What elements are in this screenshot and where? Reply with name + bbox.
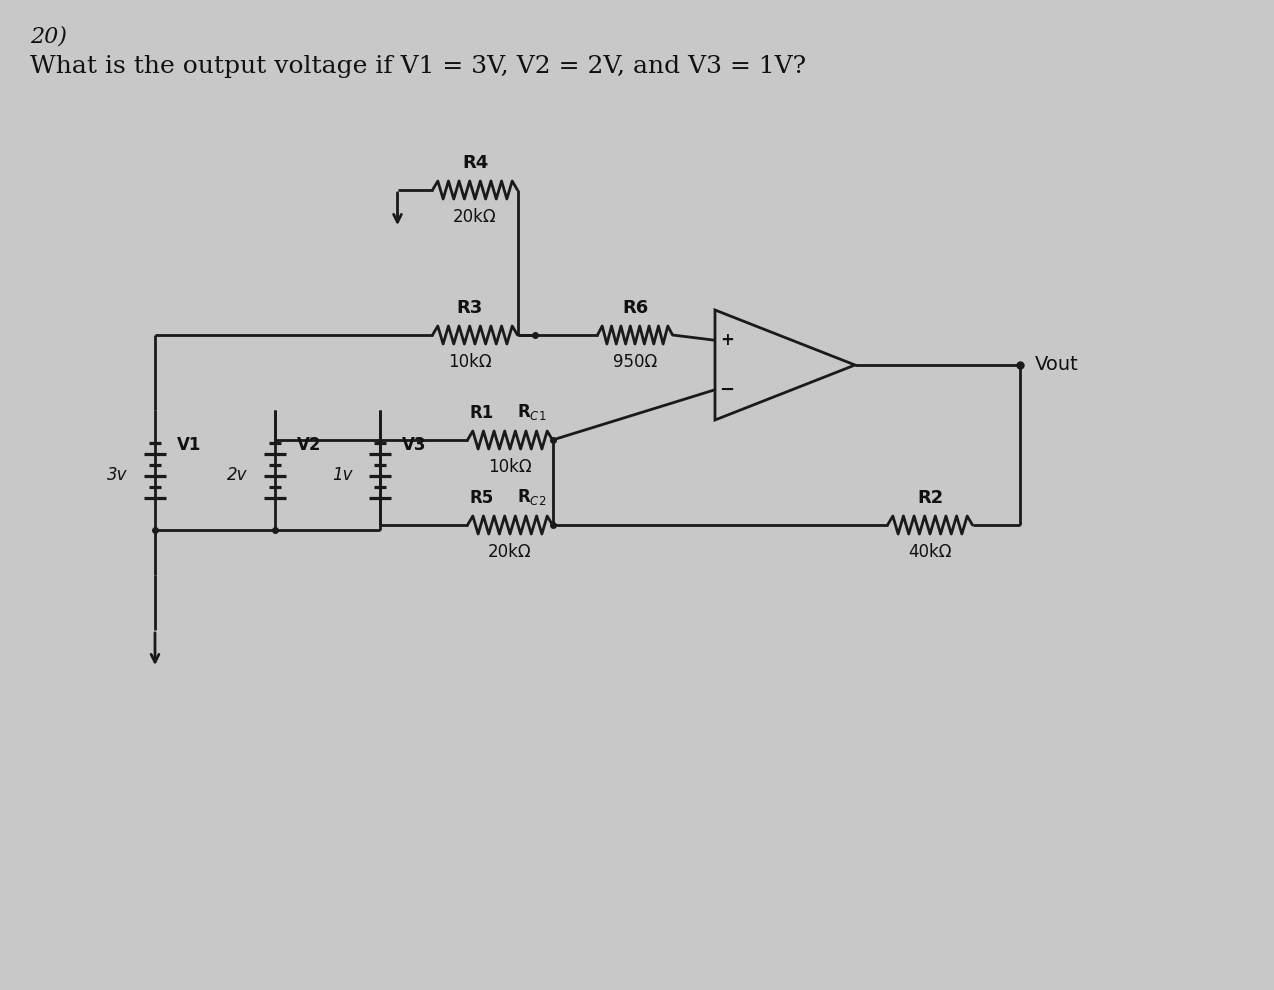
Text: 20): 20) — [31, 25, 66, 47]
Text: 3v: 3v — [107, 466, 127, 484]
Text: V1: V1 — [177, 436, 201, 454]
Text: −: − — [720, 381, 735, 399]
Text: 40kΩ: 40kΩ — [908, 543, 952, 561]
Text: R$_{C2}$: R$_{C2}$ — [517, 487, 547, 507]
Text: 950Ω: 950Ω — [613, 353, 657, 371]
Text: 20kΩ: 20kΩ — [454, 208, 497, 226]
Text: R5: R5 — [470, 489, 494, 507]
Text: 20kΩ: 20kΩ — [488, 543, 531, 561]
Text: 10kΩ: 10kΩ — [448, 353, 492, 371]
Text: 2v: 2v — [227, 466, 247, 484]
Text: 1v: 1v — [331, 466, 352, 484]
Text: +: + — [720, 332, 734, 349]
Text: R3: R3 — [457, 299, 483, 317]
Text: V3: V3 — [403, 436, 427, 454]
Text: 10kΩ: 10kΩ — [488, 458, 531, 476]
Text: R6: R6 — [622, 299, 648, 317]
Text: R2: R2 — [917, 489, 943, 507]
Text: R$_{C1}$: R$_{C1}$ — [517, 402, 547, 422]
Text: Vout: Vout — [1034, 355, 1079, 374]
Text: V2: V2 — [297, 436, 321, 454]
Text: R4: R4 — [462, 154, 488, 172]
Text: R1: R1 — [470, 404, 494, 422]
Text: What is the output voltage if V1 = 3V, V2 = 2V, and V3 = 1V?: What is the output voltage if V1 = 3V, V… — [31, 55, 806, 78]
